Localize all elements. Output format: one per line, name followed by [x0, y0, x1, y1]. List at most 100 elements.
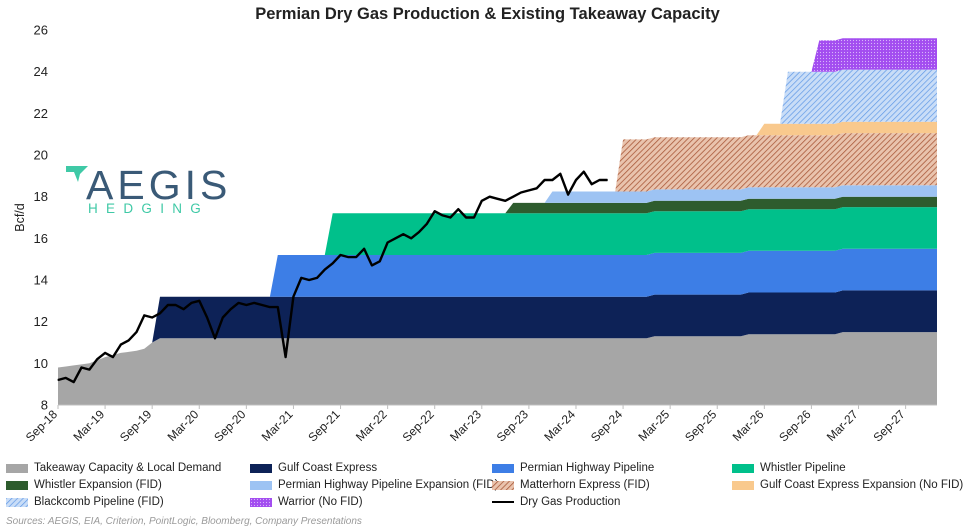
x-tick-label: Mar-27 [824, 407, 861, 444]
data-point [598, 179, 601, 181]
x-tick-label: Sep-22 [400, 407, 437, 444]
legend-swatch [492, 480, 514, 490]
data-point [465, 216, 467, 219]
data-point [355, 256, 357, 258]
data-point [57, 379, 59, 381]
x-tick-label: Sep-20 [211, 407, 248, 444]
data-point [449, 216, 451, 219]
data-point [261, 304, 263, 306]
y-tick-label: 18 [34, 189, 48, 204]
legend-label: Permian Highway Pipeline [520, 462, 655, 474]
data-point [339, 254, 342, 256]
legend-label: Permian Highway Pipeline Expansion (FID) [278, 479, 499, 491]
legend-item: Whistler Pipeline [732, 460, 846, 476]
data-point [402, 233, 404, 235]
legend-item: Permian Highway Pipeline Expansion (FID) [250, 477, 499, 493]
legend-swatch [250, 497, 272, 507]
x-tick-label: Sep-27 [870, 407, 907, 444]
data-point [481, 200, 483, 202]
x-tick-label: Sep-23 [494, 407, 531, 444]
production-line-group [57, 170, 609, 384]
legend-swatch [492, 501, 514, 503]
y-tick-label: 10 [34, 356, 48, 371]
y-tick-label: 26 [34, 23, 48, 38]
legend-label: Gulf Coast Express Expansion (No FID) [760, 479, 964, 491]
data-point [245, 304, 247, 306]
x-tick-label: Mar-24 [541, 407, 578, 444]
x-tick-label: Sep-18 [23, 407, 60, 444]
y-tick-label: 22 [34, 106, 48, 121]
data-point [65, 377, 67, 379]
data-point [410, 237, 412, 239]
x-tick-label: Sep-19 [117, 407, 154, 444]
x-tick-label: Mar-20 [165, 407, 202, 444]
data-point [559, 173, 561, 175]
legend-item: Warrior (No FID) [250, 494, 363, 510]
legend-swatch [6, 463, 28, 473]
data-point [300, 277, 302, 279]
legend-item: Dry Gas Production [492, 494, 620, 510]
legend-label: Whistler Expansion (FID) [34, 479, 162, 491]
data-point [567, 194, 569, 196]
area-warrior-no-fid [811, 38, 937, 72]
data-point [544, 179, 546, 181]
data-point [198, 300, 200, 302]
area-matterhorn-express-fid [615, 133, 937, 192]
x-tick-label: Sep-26 [776, 407, 813, 444]
legend-label: Dry Gas Production [520, 496, 621, 508]
data-point [394, 237, 397, 239]
x-tick-label: Mar-21 [259, 407, 296, 444]
data-point [214, 337, 216, 339]
x-tick-label: Mar-19 [70, 407, 107, 444]
logo-subtitle: HEDGING [88, 201, 210, 216]
legend-swatch [250, 463, 272, 473]
data-point [387, 241, 389, 244]
x-tick-label: Mar-22 [353, 407, 390, 444]
legend: Takeaway Capacity & Local Demand Gulf Co… [6, 460, 971, 514]
y-axis-label: Bcf/d [13, 203, 27, 232]
y-tick-label: 20 [34, 148, 48, 163]
data-point [104, 352, 106, 354]
data-point [285, 356, 287, 358]
data-point [426, 223, 428, 225]
legend-swatch [250, 480, 272, 490]
data-point [371, 264, 373, 266]
legend-item: Gulf Coast Express [250, 460, 377, 476]
data-point [379, 260, 381, 262]
legend-label: Matterhorn Express (FID) [520, 479, 650, 491]
legend-swatch [6, 480, 28, 490]
data-point [151, 316, 153, 319]
x-tick-label: Mar-25 [636, 407, 673, 444]
data-point [175, 304, 177, 306]
data-point [253, 302, 255, 304]
data-point [520, 191, 522, 194]
data-point [473, 216, 475, 219]
legend-swatch [732, 480, 754, 490]
data-point [347, 256, 349, 258]
data-point [591, 183, 593, 185]
data-point [324, 269, 326, 271]
data-point [190, 302, 192, 304]
data-point [292, 296, 294, 298]
x-tick-label: Mar-23 [447, 407, 484, 444]
data-point [112, 356, 114, 358]
area-whistler-pipeline [324, 207, 937, 255]
x-tick-label: Mar-26 [730, 407, 767, 444]
data-point [536, 187, 538, 189]
legend-item: Takeaway Capacity & Local Demand [6, 460, 221, 476]
legend-label: Whistler Pipeline [760, 462, 846, 474]
legend-label: Gulf Coast Express [278, 462, 378, 474]
logo-word: AEGIS [86, 162, 232, 208]
area-gulf-coast-express-expansion-no-fid [756, 121, 937, 136]
y-tick-label: 12 [34, 314, 48, 329]
aegis-logo: AEGIS HEDGING [66, 162, 236, 222]
data-point [143, 314, 145, 316]
data-point [496, 198, 499, 200]
data-point [183, 308, 185, 310]
legend-item: Whistler Expansion (FID) [6, 477, 162, 493]
data-point [159, 312, 161, 314]
area-whistler-expansion-fid [505, 196, 937, 214]
y-tick-label: 16 [34, 231, 48, 246]
data-point [135, 331, 138, 333]
source-note: Sources: AEGIS, EIA, Criterion, PointLog… [6, 516, 362, 527]
